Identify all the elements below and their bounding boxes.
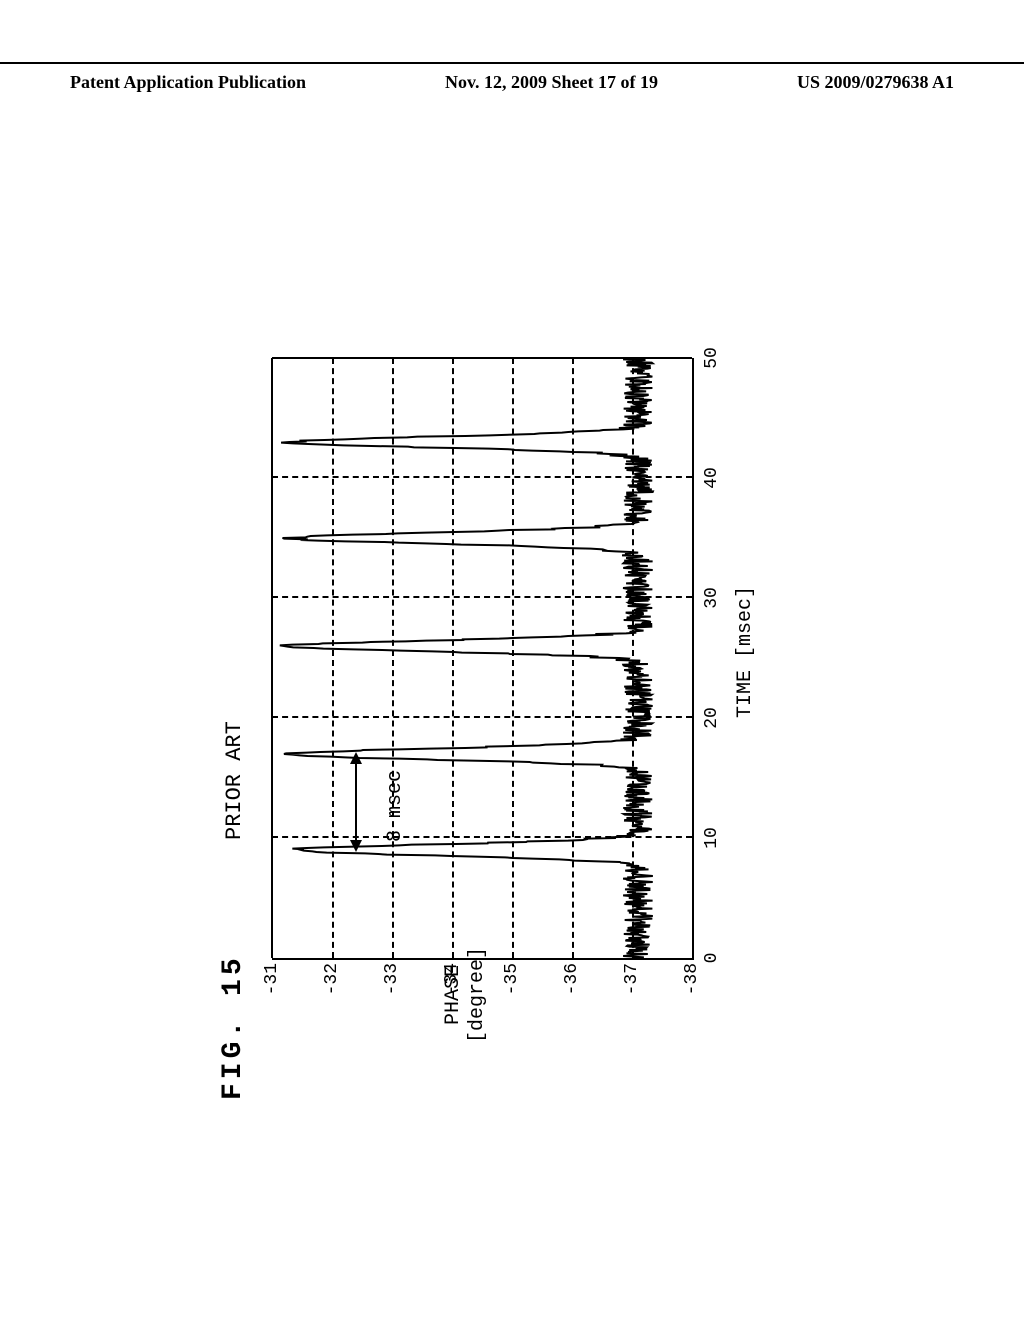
- y-tick: -31: [262, 963, 282, 1003]
- chart-line: [272, 358, 692, 958]
- x-tick: 50: [702, 347, 722, 369]
- x-tick: 30: [702, 587, 722, 609]
- figure-label: FIG. 15: [218, 954, 249, 1100]
- grid-line-h: [632, 358, 634, 958]
- grid-line-v: [272, 836, 692, 838]
- grid-line-h: [332, 358, 334, 958]
- grid-line-h: [512, 358, 514, 958]
- figure-subtitle: PRIOR ART: [222, 721, 247, 840]
- grid-line-h: [572, 358, 574, 958]
- annotation-text: 8 msec: [384, 770, 407, 842]
- x-tick: 10: [702, 827, 722, 849]
- y-tick: -36: [562, 963, 582, 1003]
- y-tick: -33: [382, 963, 402, 1003]
- grid-line-h: [392, 358, 394, 958]
- header-left: Patent Application Publication: [70, 72, 306, 93]
- header-right: US 2009/0279638 A1: [797, 72, 954, 93]
- y-tick: -34: [442, 963, 462, 1003]
- y-tick: -35: [502, 963, 522, 1003]
- grid-line-v: [272, 716, 692, 718]
- x-axis-label: TIME [msec]: [734, 586, 757, 718]
- header-center: Nov. 12, 2009 Sheet 17 of 19: [445, 72, 658, 93]
- arrow-head-icon: [350, 840, 362, 852]
- x-tick: 20: [702, 707, 722, 729]
- chart-area: PHASE [degree] TIME [msec] 8 msec -31-32…: [272, 358, 694, 960]
- page-header: Patent Application Publication Nov. 12, …: [0, 62, 1024, 93]
- arrow-head-icon: [350, 752, 362, 764]
- figure-container: FIG. 15 PRIOR ART PHASE [degree] TIME [m…: [232, 260, 792, 1060]
- x-tick: 40: [702, 467, 722, 489]
- y-tick: -37: [622, 963, 642, 1003]
- grid-line-v: [272, 596, 692, 598]
- y-tick: -38: [682, 963, 702, 1003]
- grid-line-v: [272, 476, 692, 478]
- y-tick: -32: [322, 963, 342, 1003]
- grid-line-h: [452, 358, 454, 958]
- x-tick: 0: [702, 953, 722, 964]
